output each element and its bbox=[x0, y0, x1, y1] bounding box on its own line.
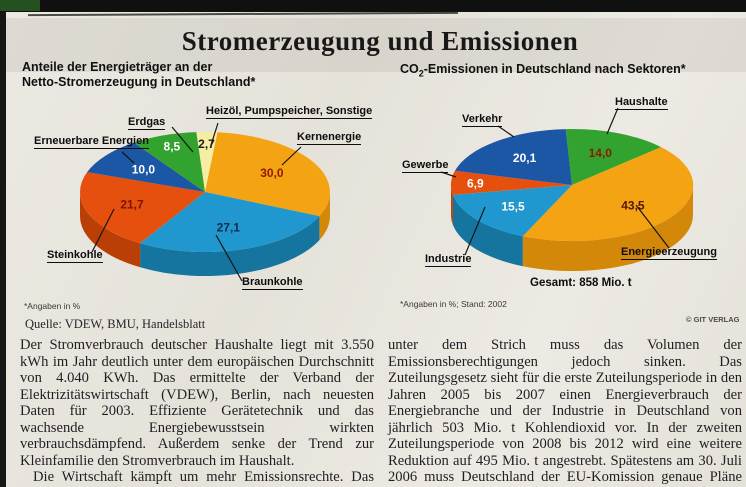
leader-line bbox=[171, 126, 194, 153]
pie-value-label: 43,5 bbox=[621, 198, 645, 212]
leader-line bbox=[210, 122, 219, 146]
pie-slice bbox=[205, 132, 330, 217]
scan-left-edge bbox=[0, 12, 6, 487]
scan-cut-line bbox=[27, 11, 459, 17]
pie-value-label: 30,0 bbox=[260, 166, 284, 180]
slice-label-steinkohle: Steinkohle bbox=[47, 249, 103, 263]
slice-label-erdgas: Erdgas bbox=[128, 116, 166, 130]
pie-slice-side bbox=[319, 192, 330, 241]
slice-label-kernenergie: Kernenergie bbox=[297, 131, 362, 145]
pie-slice bbox=[196, 131, 218, 192]
pie-slice bbox=[140, 192, 320, 252]
pie-value-label: 21,7 bbox=[120, 198, 144, 212]
leader-line bbox=[215, 234, 243, 282]
slice-label-braunkohle: Braunkohle bbox=[242, 276, 303, 290]
article-column-left: Der Stromverbrauch deutscher Haushalte l… bbox=[20, 337, 374, 487]
pie-value-label: 10,0 bbox=[132, 162, 156, 176]
pie-slice-side bbox=[452, 194, 523, 267]
pie-slice bbox=[522, 147, 694, 242]
left-chart-title: Anteile der Energieträger an der Netto-S… bbox=[22, 60, 255, 90]
article-paragraph: unter dem Strich muss das Volumen der Em… bbox=[388, 337, 742, 487]
pie-slice bbox=[454, 129, 572, 185]
pie-value-label: 27,1 bbox=[217, 221, 241, 235]
pie-slice bbox=[452, 185, 572, 237]
pie-value-label: 8,5 bbox=[164, 140, 181, 154]
article-paragraph: Die Wirtschaft kämpft um mehr Emissionsr… bbox=[20, 469, 374, 487]
pie-slice-side bbox=[451, 185, 453, 225]
article-paragraph: Der Stromverbrauch deutscher Haushalte l… bbox=[20, 337, 374, 469]
source-line: Quelle: VDEW, BMU, Handelsblatt bbox=[25, 317, 206, 331]
leader-line bbox=[464, 206, 486, 256]
slice-label-heizoel: Heizöl, Pumpspeicher, Sonstige bbox=[206, 105, 373, 119]
left-chart-footnote: *Angaben in % bbox=[24, 301, 81, 311]
pie-value-label: 15,5 bbox=[501, 199, 525, 213]
slice-label-haushalte: Haushalte bbox=[615, 96, 668, 110]
total-emissions-label: Gesamt: 858 Mio. t bbox=[530, 277, 632, 289]
leader-line bbox=[606, 107, 619, 135]
article-column-right: unter dem Strich muss das Volumen der Em… bbox=[388, 337, 742, 487]
energy-mix-pie-chart: 2,7 30,0 27,1 21,7 10,0 8,5 Heizöl, Pumpspeic… bbox=[10, 95, 380, 313]
slice-label-gewerbe: Gewerbe bbox=[402, 159, 449, 173]
slice-label-energieerzeugung: Energieerzeugung bbox=[621, 246, 717, 260]
pie-chart-svg: 14,0 43,5 15,5 6,9 20,1 bbox=[440, 107, 694, 272]
pie-slice-side bbox=[79, 192, 141, 268]
pie-slice bbox=[134, 132, 205, 192]
right-chart-footnote: *Angaben in %; Stand: 2002 bbox=[400, 299, 507, 309]
scan-top-edge bbox=[0, 0, 746, 12]
leader-line bbox=[121, 151, 135, 164]
pie-value-label: 14,0 bbox=[589, 146, 613, 160]
pie-slice-side bbox=[522, 185, 693, 272]
left-chart-title-line1: Anteile der Energieträger an der bbox=[22, 60, 213, 74]
co2-sectors-pie-chart: 14,0 43,5 15,5 6,9 20,1 Haushalte Energieerz… bbox=[395, 95, 746, 313]
slice-label-industrie: Industrie bbox=[425, 253, 472, 267]
pie-value-label: 2,7 bbox=[198, 137, 215, 151]
publisher-credit: © GIT VERLAG bbox=[686, 315, 740, 324]
leader-line bbox=[91, 208, 115, 253]
slice-label-verkehr: Verkehr bbox=[462, 113, 503, 127]
title-band bbox=[6, 18, 746, 72]
right-chart-title: CO2-Emissionen in Deutschland nach Sekto… bbox=[400, 62, 686, 79]
page-title: Stromerzeugung und Emissionen bbox=[181, 26, 579, 56]
scan-corner-patch bbox=[0, 0, 40, 11]
pie-slice bbox=[450, 170, 572, 195]
pie-value-label: 20,1 bbox=[513, 151, 537, 165]
pie-slice bbox=[87, 142, 205, 192]
pie-value-label: 6,9 bbox=[467, 176, 484, 190]
pie-slice bbox=[565, 129, 662, 185]
article-body: Der Stromverbrauch deutscher Haushalte l… bbox=[20, 337, 742, 487]
pie-slice bbox=[80, 172, 205, 244]
pie-slice-side bbox=[140, 216, 320, 276]
left-chart-title-line2: Netto-Stromerzeugung in Deutschland* bbox=[22, 75, 256, 89]
leader-line bbox=[281, 146, 302, 166]
slice-label-erneuerbare: Erneuerbare Energien bbox=[34, 135, 149, 149]
leader-line bbox=[635, 204, 670, 249]
pie-chart-svg: 2,7 30,0 27,1 21,7 10,0 8,5 bbox=[79, 122, 330, 282]
leader-line bbox=[497, 125, 515, 138]
